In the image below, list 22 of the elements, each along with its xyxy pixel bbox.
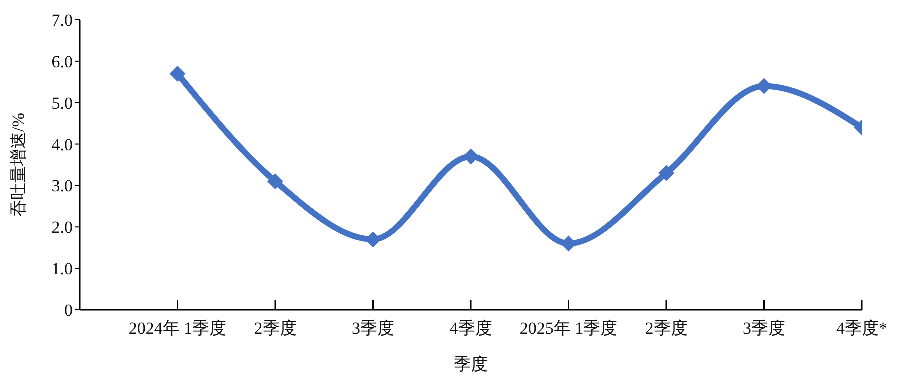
x-tick-label: 4季度 [450,319,492,338]
point [658,165,674,182]
x-tick-label: 2季度 [254,319,297,338]
x-tick-label: 2025年 1季度 [520,319,618,338]
y-tick-label: 5.0 [52,94,73,113]
y-tick-label: 6.0 [52,52,73,72]
x-tick-label: 2季度 [645,319,688,338]
y-tick-label: 4.0 [52,135,73,154]
y-tick-label: 1.0 [52,260,73,279]
y-axis-title: 吞吐量增速/% [9,113,28,217]
x-tick-label: 2024年 1季度 [128,319,227,338]
y-tick-label: 7.0 [52,11,73,30]
y-tick-label: 3.0 [52,176,73,196]
y-tick-label: 2.0 [52,218,73,238]
point [268,174,284,190]
x-tick-label: 4季度* [836,319,888,338]
x-tick-label: 3季度 [352,319,394,338]
point [170,66,186,82]
x-axis-title: 季度 [454,355,488,374]
x-tick-label: 3季度 [743,319,786,338]
point [463,148,479,165]
y-tick-label: 0 [64,301,73,320]
